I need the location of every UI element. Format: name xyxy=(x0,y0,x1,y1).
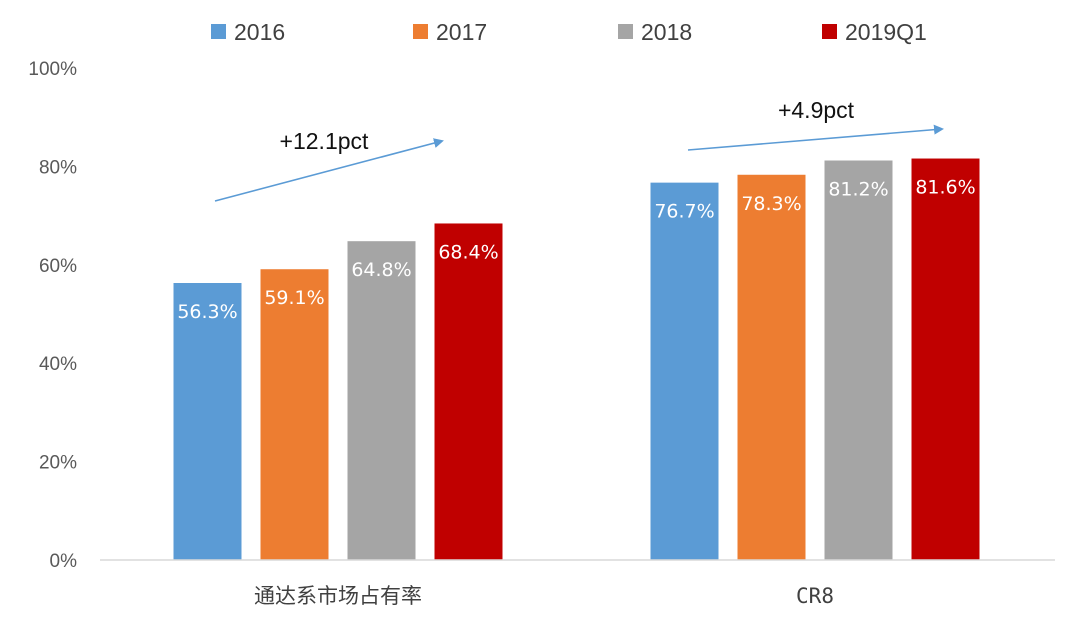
legend-label: 2018 xyxy=(641,19,692,45)
x-axis: 通达系市场占有率 CR8 xyxy=(100,559,1055,608)
x-category-label: CR8 xyxy=(796,584,834,608)
x-category-label: 通达系市场占有率 xyxy=(254,584,422,608)
legend-label: 2016 xyxy=(234,19,285,45)
y-tick-label: 60% xyxy=(39,256,77,277)
y-tick-label: 20% xyxy=(39,453,77,474)
legend-label: 2017 xyxy=(436,19,487,45)
y-axis: 0% 20% 40% 60% 80% 100% xyxy=(28,59,77,572)
data-label: 64.8% xyxy=(351,259,411,281)
bar xyxy=(173,283,242,560)
data-label: 78.3% xyxy=(741,193,801,215)
legend-swatch xyxy=(211,24,226,39)
annotation-arrow xyxy=(687,124,944,151)
y-tick-label: 0% xyxy=(50,551,78,572)
bar xyxy=(650,182,719,561)
legend: 2016 2017 2018 2019Q1 xyxy=(211,19,927,45)
annotations: +12.1pct +4.9pct xyxy=(214,97,944,202)
bar xyxy=(260,269,329,560)
y-tick-label: 40% xyxy=(39,354,77,375)
data-label: 81.6% xyxy=(915,177,975,199)
annotation-label: +4.9pct xyxy=(778,97,855,123)
bar xyxy=(347,241,416,560)
legend-swatch xyxy=(413,24,428,39)
legend-label: 2019Q1 xyxy=(845,19,927,45)
bars: 56.3% 76.7% 59.1% 78.3% 64.8% 81.2% 68.4% 81.6% xyxy=(173,158,980,561)
annotation-arrow xyxy=(214,138,444,202)
legend-swatch xyxy=(618,24,633,39)
annotation-label: +12.1pct xyxy=(280,128,369,154)
bar xyxy=(911,158,980,560)
bar xyxy=(737,174,806,560)
data-label: 76.7% xyxy=(654,201,714,223)
bar xyxy=(434,223,503,561)
data-label: 56.3% xyxy=(177,301,237,323)
data-label: 68.4% xyxy=(438,241,498,263)
bar xyxy=(824,160,893,560)
data-label: 59.1% xyxy=(264,287,324,309)
legend-swatch xyxy=(822,24,837,39)
y-tick-label: 80% xyxy=(39,157,77,178)
data-label: 81.2% xyxy=(828,178,888,200)
y-tick-label: 100% xyxy=(28,59,77,80)
